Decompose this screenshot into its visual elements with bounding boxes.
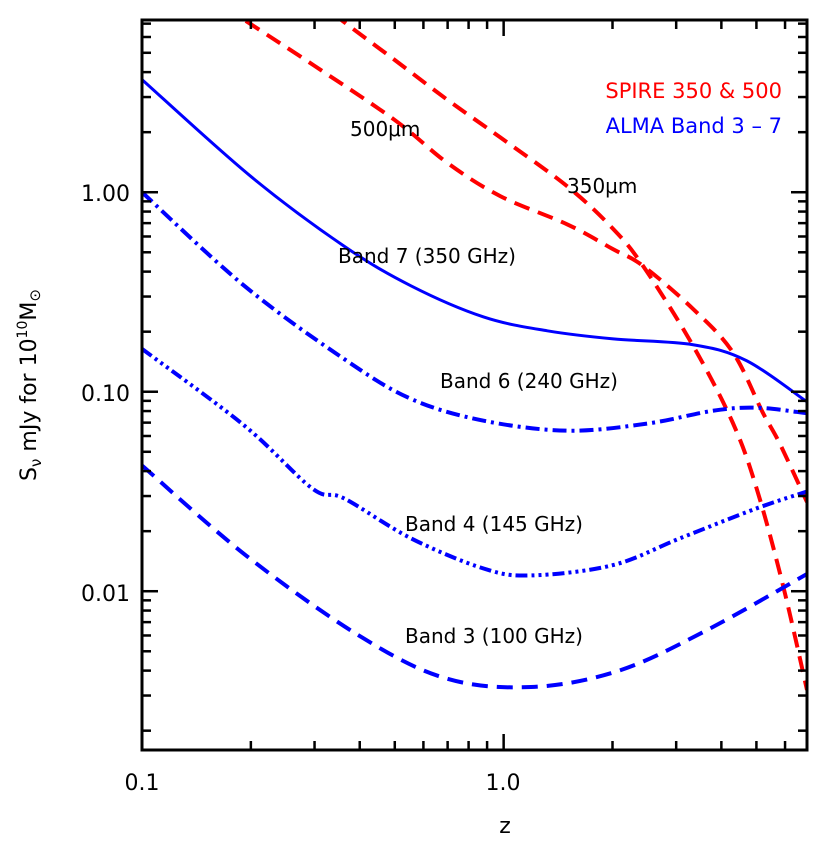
series-line-500-m bbox=[240, 20, 807, 503]
x-axis-label: z bbox=[499, 814, 511, 839]
series-label-band6: Band 6 (240 GHz) bbox=[440, 369, 618, 393]
y-axis-label: Sν mJy for 1010M⊙ bbox=[15, 289, 45, 481]
series-label-band3: Band 3 (100 GHz) bbox=[405, 624, 583, 648]
series-label-band4: Band 4 (145 GHz) bbox=[405, 512, 583, 536]
x-tick-label-0.1: 0.1 bbox=[125, 771, 160, 796]
x-tick-label-1.0: 1.0 bbox=[486, 771, 521, 796]
series-line-band-4-145-ghz- bbox=[142, 347, 807, 578]
series-line-band-3-100-ghz- bbox=[142, 463, 807, 690]
y-tick-label-0.1: 0.10 bbox=[81, 382, 130, 407]
series-line-band-6-240-ghz- bbox=[142, 190, 807, 433]
series-layer bbox=[142, 20, 807, 691]
legend-entry-spire: SPIRE 350 & 500 bbox=[605, 79, 782, 103]
series-label-500um: 500μm bbox=[350, 117, 420, 141]
series-label-band7: Band 7 (350 GHz) bbox=[338, 244, 516, 268]
series-line-350-m bbox=[338, 20, 807, 691]
plot-frame bbox=[140, 18, 809, 752]
y-tick-label-0.01: 0.01 bbox=[81, 582, 130, 607]
legend-entry-alma: ALMA Band 3 – 7 bbox=[606, 114, 782, 138]
series-label-350um: 350μm bbox=[567, 174, 637, 198]
series-line-band-7-350-ghz- bbox=[142, 78, 807, 404]
y-tick-label-1: 1.00 bbox=[81, 182, 130, 207]
